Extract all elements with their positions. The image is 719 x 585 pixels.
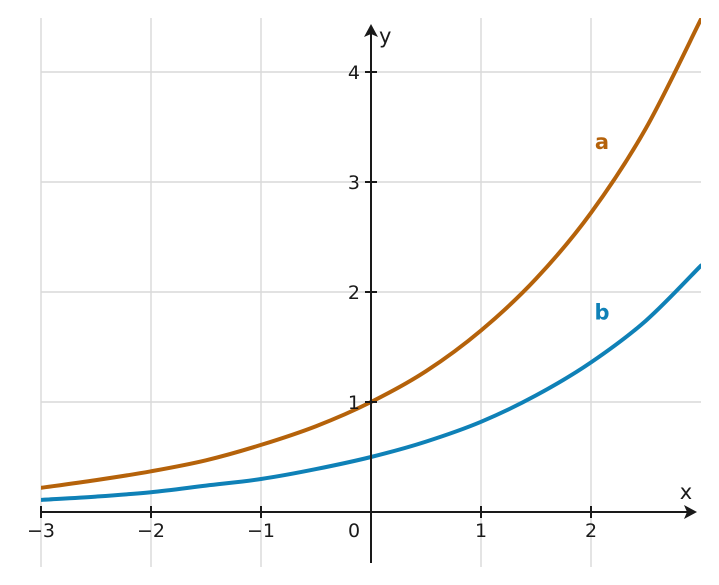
curve-b	[41, 263, 701, 502]
y-axis-label: y	[379, 24, 391, 48]
x-tick-label: 1	[475, 520, 487, 542]
axes: x y	[41, 24, 697, 563]
y-tick-label: 3	[348, 172, 360, 194]
curves	[41, 18, 701, 502]
curve-label-b: b	[594, 301, 609, 325]
x-tick-label: 2	[585, 520, 597, 542]
y-axis-arrow-icon	[364, 24, 378, 37]
x-tick-label: −1	[247, 520, 275, 542]
y-tick-label: 4	[348, 62, 360, 84]
y-tick-label: 1	[348, 392, 360, 414]
curve-label-a: a	[595, 130, 609, 154]
ticks: −3 −2 −1 0 1 2 1 2 3 4	[27, 62, 597, 542]
y-tick-label: 2	[348, 282, 360, 304]
x-tick-label: −3	[27, 520, 55, 542]
curve-a	[41, 18, 701, 490]
x-tick-label: −2	[137, 520, 165, 542]
x-tick-label: 0	[348, 520, 360, 542]
x-axis-label: x	[680, 480, 692, 504]
curve-labels: ab	[594, 130, 609, 325]
x-axis-arrow-icon	[684, 505, 697, 519]
